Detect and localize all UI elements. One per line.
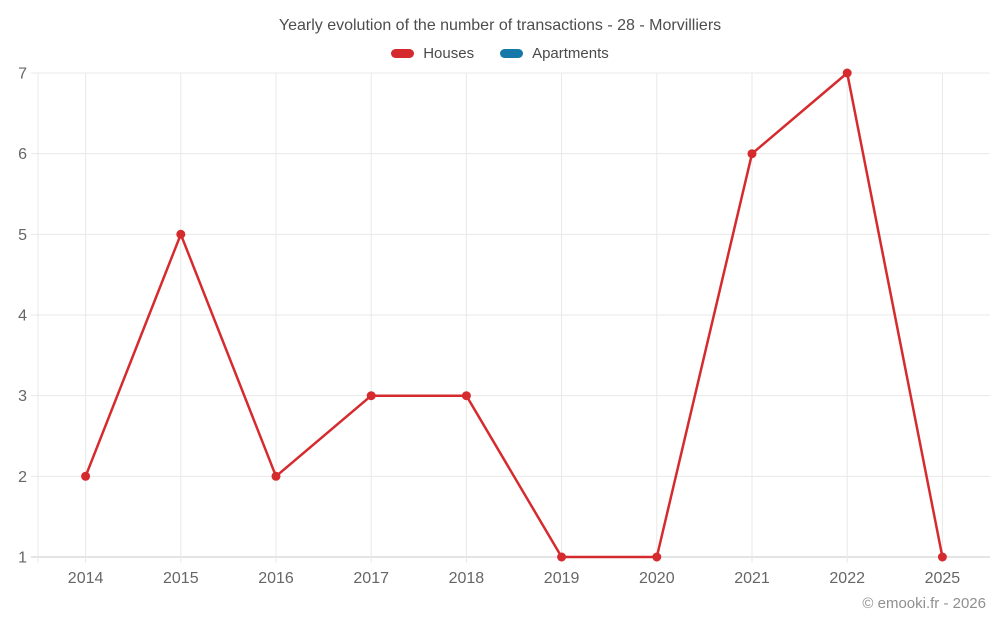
copyright-text: © emooki.fr - 2026 (862, 595, 986, 612)
houses-data-point[interactable] (81, 471, 91, 481)
legend-label-houses: Houses (423, 45, 475, 62)
x-tick-label: 2022 (829, 570, 865, 587)
legend-item-houses[interactable]: Houses (391, 45, 474, 62)
legend-label-apartments: Apartments (532, 45, 609, 62)
y-tick-label: 1 (18, 550, 27, 567)
apartments-legend-swatch-icon (500, 49, 524, 58)
chart-legend: Houses Apartments (0, 45, 1000, 62)
houses-data-point[interactable] (366, 391, 376, 401)
houses-legend-swatch-icon (391, 49, 415, 58)
houses-data-point[interactable] (461, 391, 471, 401)
x-tick-label: 2020 (639, 570, 675, 587)
y-tick-label: 7 (18, 66, 27, 83)
y-tick-label: 4 (18, 308, 27, 325)
houses-data-point[interactable] (557, 552, 567, 562)
y-tick-label: 2 (18, 469, 27, 486)
x-tick-label: 2016 (258, 570, 294, 587)
x-tick-label: 2021 (734, 570, 770, 587)
x-tick-label: 2014 (68, 570, 104, 587)
houses-data-point[interactable] (842, 68, 852, 78)
houses-line (84, 71, 944, 559)
legend-item-apartments[interactable]: Apartments (500, 45, 609, 62)
houses-data-point[interactable] (271, 471, 281, 481)
houses-data-point[interactable] (176, 229, 186, 239)
x-tick-label: 2018 (449, 570, 485, 587)
x-tick-label: 2017 (353, 570, 389, 587)
y-tick-label: 5 (18, 227, 27, 244)
houses-data-point[interactable] (652, 552, 662, 562)
y-tick-label: 3 (18, 388, 27, 405)
y-tick-label: 6 (18, 146, 27, 163)
x-tick-label: 2015 (163, 570, 199, 587)
houses-data-point[interactable] (937, 552, 947, 562)
x-tick-label: 2019 (544, 570, 580, 587)
x-tick-label: 2025 (925, 570, 961, 587)
houses-data-point[interactable] (747, 149, 757, 159)
chart-title: Yearly evolution of the number of transa… (278, 17, 722, 34)
